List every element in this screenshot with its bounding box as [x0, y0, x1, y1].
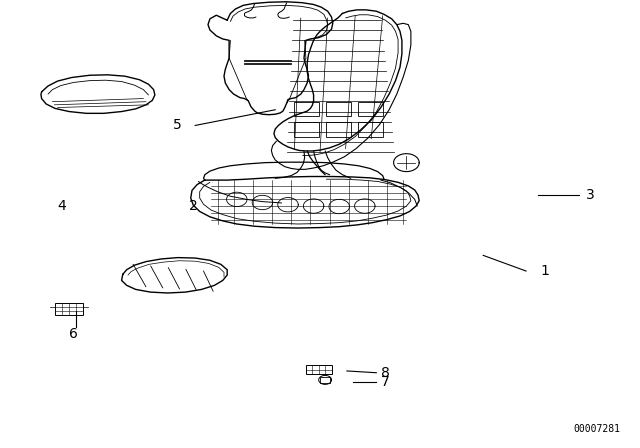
Bar — [294, 122, 319, 137]
Text: 00007281: 00007281 — [574, 424, 621, 434]
Bar — [55, 303, 83, 315]
Text: 5: 5 — [173, 118, 182, 133]
Bar — [358, 122, 383, 137]
Bar — [294, 102, 319, 116]
Bar — [320, 377, 330, 383]
Text: 2: 2 — [189, 199, 198, 213]
Bar — [358, 102, 383, 116]
Bar — [326, 102, 351, 116]
Bar — [326, 122, 351, 137]
Text: 8: 8 — [381, 366, 390, 380]
Text: 4: 4 — [58, 199, 67, 213]
Text: 3: 3 — [586, 188, 595, 202]
Bar — [306, 365, 332, 374]
Text: 7: 7 — [381, 375, 390, 389]
Text: 6: 6 — [69, 327, 78, 341]
Text: 1: 1 — [541, 264, 550, 278]
